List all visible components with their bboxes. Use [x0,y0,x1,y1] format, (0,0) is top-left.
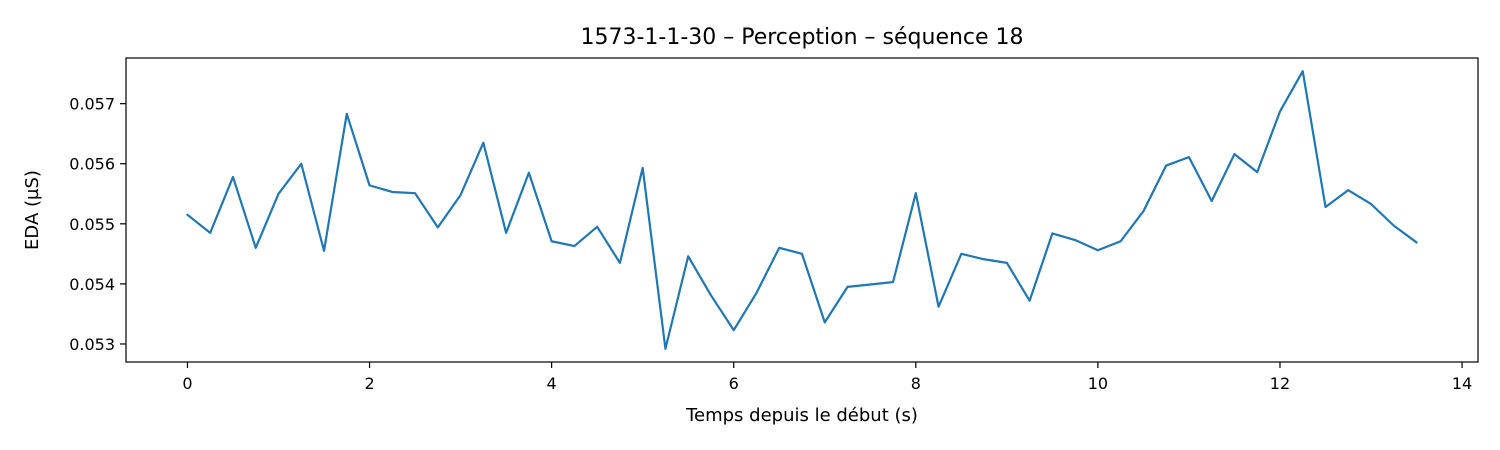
y-tick-label: 0.054 [69,275,115,294]
x-tick-label: 10 [1088,374,1108,393]
x-tick-label: 2 [364,374,374,393]
x-axis-label: Temps depuis le début (s) [685,405,918,426]
series-line-0 [186,70,1418,350]
chart-title: 1573-1-1-30 – Perception – séquence 18 [580,25,1023,50]
y-tick-label: 0.057 [69,95,115,114]
x-tick-label: 6 [729,374,739,393]
plot-frame [125,57,1479,363]
x-tick-label: 4 [547,374,557,393]
y-tick-label: 0.056 [69,155,115,174]
plot-area [125,57,1479,363]
x-tick-label: 0 [182,374,192,393]
y-tick-label: 0.053 [69,335,115,354]
x-tick-label: 14 [1452,374,1472,393]
y-axis-label: EDA (µS) [22,170,43,250]
x-tick-label: 8 [911,374,921,393]
y-axis: 0.053 0.054 0.055 0.056 0.057 [69,95,126,354]
x-tick-label: 12 [1270,374,1290,393]
y-tick-label: 0.055 [69,215,115,234]
x-axis: 0 2 4 6 8 10 12 14 [182,362,1472,393]
